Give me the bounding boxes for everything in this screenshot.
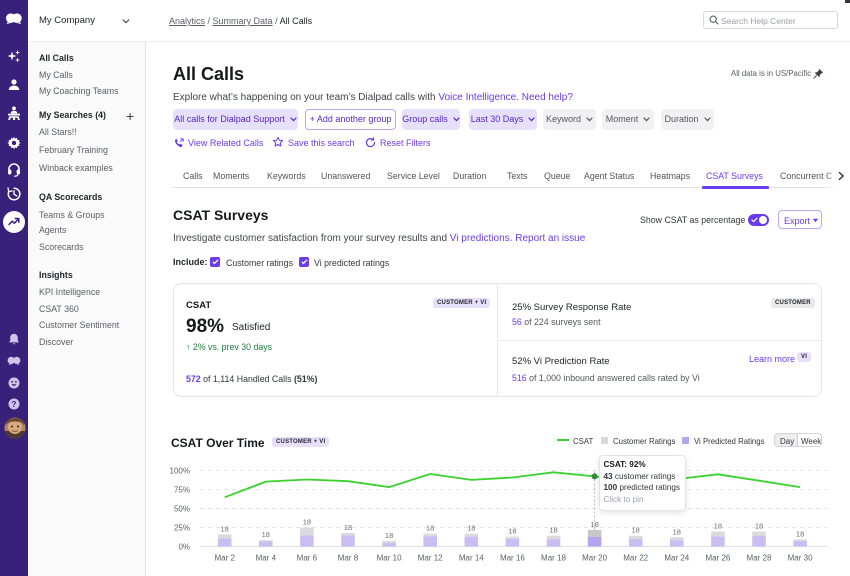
svg-text:Mar 18: Mar 18 [541,554,566,563]
svg-text:18: 18 [714,522,722,531]
svg-text:18: 18 [344,523,352,532]
svg-text:18: 18 [303,518,311,527]
svg-text:0%: 0% [178,543,190,552]
svg-text:Mar 8: Mar 8 [338,554,359,563]
svg-text:Mar 28: Mar 28 [747,554,772,563]
svg-text:18: 18 [673,527,681,536]
svg-text:18: 18 [467,524,475,533]
svg-text:18: 18 [262,530,270,539]
svg-text:100%: 100% [170,467,190,476]
svg-text:Mar 16: Mar 16 [500,554,525,563]
svg-text:18: 18 [590,520,598,529]
svg-text:Mar 24: Mar 24 [664,554,689,563]
svg-text:18: 18 [426,524,434,533]
svg-text:18: 18 [632,526,640,535]
svg-text:18: 18 [549,526,557,535]
svg-text:Mar 10: Mar 10 [377,554,402,563]
svg-text:18: 18 [796,529,804,538]
svg-text:18: 18 [755,522,763,531]
svg-text:Mar 12: Mar 12 [418,554,443,563]
svg-text:Mar 2: Mar 2 [214,554,235,563]
svg-text:50%: 50% [174,505,190,514]
svg-text:Mar 30: Mar 30 [788,554,813,563]
svg-text:Mar 26: Mar 26 [705,554,730,563]
svg-text:Mar 22: Mar 22 [623,554,648,563]
svg-text:18: 18 [385,531,393,540]
svg-text:25%: 25% [174,524,190,533]
svg-text:Mar 6: Mar 6 [297,554,318,563]
svg-text:75%: 75% [174,486,190,495]
svg-text:?: ? [12,400,17,409]
svg-text:Mar 20: Mar 20 [582,554,607,563]
svg-text:Mar 14: Mar 14 [459,554,484,563]
svg-text:Mar 4: Mar 4 [256,554,277,563]
svg-text:18: 18 [221,524,229,533]
svg-text:18: 18 [508,527,516,536]
